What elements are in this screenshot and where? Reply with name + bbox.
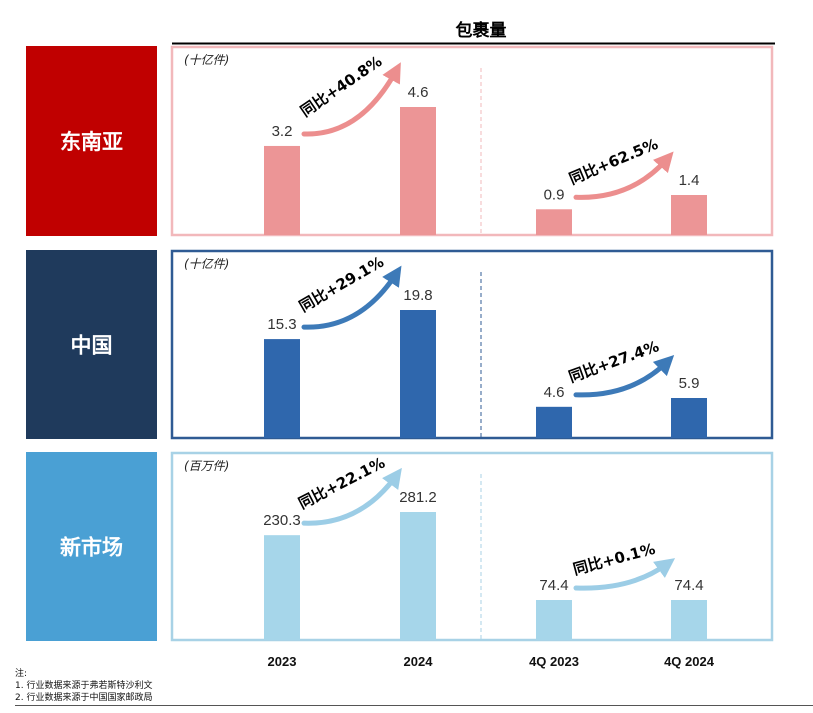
x-label-2024: 2024: [404, 654, 434, 669]
region-label-block-new-markets: [26, 452, 157, 641]
bar-china-annual-0: [264, 339, 300, 438]
growth-arrow-china-quarterly: [573, 355, 675, 398]
value-label-china-quarterly-1: 5.9: [679, 375, 700, 392]
bar-new-markets-quarterly-1: [671, 600, 707, 640]
growth-arrow-southeast-asia-annual: [301, 62, 401, 137]
panel-frame-new-markets: [170, 451, 774, 642]
value-label-new-markets-quarterly-0: 74.4: [539, 577, 568, 594]
panel-frame-southeast-asia: [170, 45, 774, 237]
bar-china-quarterly-1: [671, 398, 707, 438]
value-label-new-markets-annual-1: 281.2: [399, 489, 437, 506]
panel-china: 中国(十亿件)15.319.8同比+29.1%4.65.9同比+27.4%: [26, 249, 774, 440]
growth-arrow-new-markets-annual: [301, 467, 402, 526]
growth-label-southeast-asia-annual: 同比+40.8%: [297, 52, 385, 120]
notes-item-2: 2. 行业数据来源于中国国家邮政局: [15, 691, 152, 703]
value-label-china-annual-1: 19.8: [403, 287, 432, 304]
bar-southeast-asia-quarterly-0: [536, 209, 572, 235]
value-label-southeast-asia-quarterly-1: 1.4: [679, 172, 700, 189]
bar-southeast-asia-quarterly-1: [671, 195, 707, 235]
panel-frame-china: [170, 249, 774, 440]
growth-arrow-southeast-asia-quarterly: [573, 151, 674, 200]
value-label-china-quarterly-0: 4.6: [544, 384, 565, 401]
region-label-china: 中国: [71, 334, 113, 358]
x-label-2023: 2023: [268, 654, 297, 669]
x-label-4q-2024: 4Q 2024: [664, 654, 715, 669]
region-label-block-southeast-asia: [26, 46, 157, 236]
bar-china-annual-1: [400, 310, 436, 438]
bar-new-markets-annual-0: [264, 535, 300, 640]
x-label-4q-2023: 4Q 2023: [529, 654, 579, 669]
chart-title: 包裹量: [456, 20, 507, 41]
bar-new-markets-annual-1: [400, 512, 436, 640]
value-label-southeast-asia-annual-0: 3.2: [272, 123, 293, 140]
value-label-new-markets-quarterly-1: 74.4: [674, 577, 703, 594]
unit-label-new-markets: (百万件): [184, 459, 229, 473]
value-label-southeast-asia-quarterly-0: 0.9: [544, 186, 565, 203]
unit-label-china: (十亿件): [184, 257, 229, 271]
growth-label-new-markets-annual: 同比+22.1%: [296, 454, 388, 513]
bar-southeast-asia-annual-1: [400, 107, 436, 235]
bar-new-markets-quarterly-0: [536, 600, 572, 640]
panel-southeast-asia: 东南亚(十亿件)3.24.6同比+40.8%0.91.4同比+62.5%: [26, 45, 774, 237]
value-label-new-markets-annual-0: 230.3: [263, 512, 301, 529]
region-label-southeast-asia: 东南亚: [60, 130, 123, 154]
growth-label-new-markets-quarterly: 同比+0.1%: [571, 540, 657, 579]
notes-item-1: 1. 行业数据来源于弗若斯特沙利文: [15, 679, 152, 691]
value-label-china-annual-0: 15.3: [267, 316, 296, 333]
growth-label-china-annual: 同比+29.1%: [296, 253, 387, 316]
notes-heading: 注:: [15, 667, 27, 679]
growth-arrow-new-markets-quarterly: [573, 558, 676, 591]
region-label-block-china: [26, 250, 157, 439]
growth-arrow-china-annual: [301, 265, 402, 330]
bar-china-quarterly-0: [536, 406, 572, 438]
bar-southeast-asia-annual-0: [264, 145, 300, 235]
value-label-southeast-asia-annual-1: 4.6: [408, 84, 429, 101]
region-label-new-markets: 新市场: [60, 536, 123, 560]
unit-label-southeast-asia: (十亿件): [184, 53, 229, 67]
